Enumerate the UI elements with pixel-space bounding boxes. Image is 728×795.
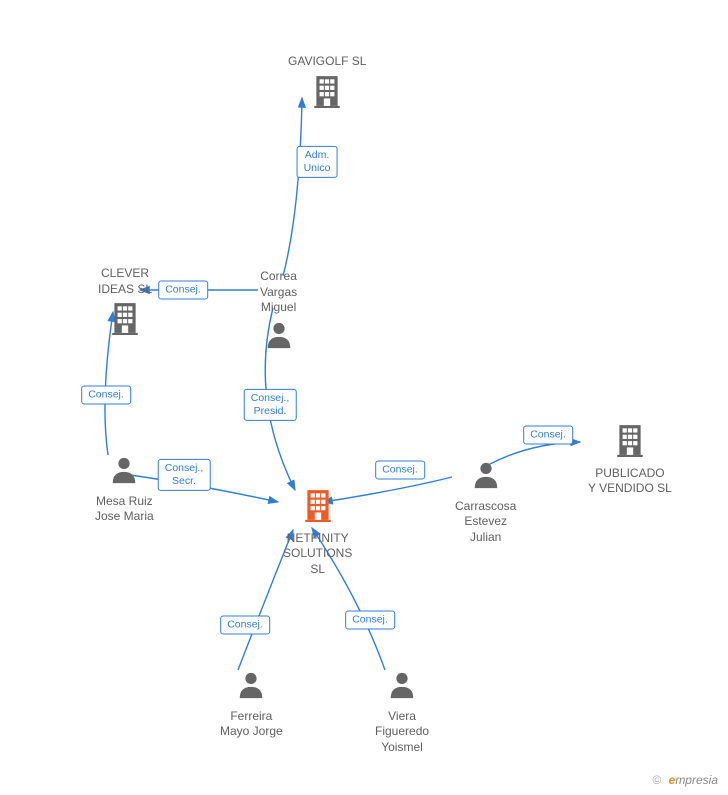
person-icon bbox=[471, 460, 501, 490]
person-icon bbox=[109, 455, 139, 485]
edge-label-ferreira-to-netfinity: Consej. bbox=[220, 615, 270, 634]
diagram-stage: GAVIGOLF SL CLEVER IDEAS SL bbox=[0, 0, 728, 795]
edge-label-correa-to-clever: Consej. bbox=[158, 280, 208, 299]
node-ferreira[interactable]: Ferreira Mayo Jorge bbox=[220, 670, 283, 740]
node-label: Carrascosa Estevez Julian bbox=[455, 499, 516, 546]
person-icon bbox=[387, 670, 417, 700]
edge-label-carrascosa-to-publicado: Consej. bbox=[523, 425, 573, 444]
edge-label-viera-to-netfinity: Consej. bbox=[345, 610, 395, 629]
copyright-symbol: © bbox=[652, 773, 661, 787]
building-icon bbox=[310, 74, 344, 108]
node-label: Ferreira Mayo Jorge bbox=[220, 709, 283, 740]
node-label: Mesa Ruiz Jose Maria bbox=[95, 494, 154, 525]
node-label: NETFINITY SOLUTIONS SL bbox=[283, 531, 352, 578]
edge-correa-to-gavigolf bbox=[283, 98, 302, 276]
node-label: CLEVER IDEAS SL bbox=[98, 266, 152, 297]
node-mesa[interactable]: Mesa Ruiz Jose Maria bbox=[95, 455, 154, 525]
building-icon bbox=[613, 423, 647, 457]
node-publicado[interactable]: PUBLICADO Y VENDIDO SL bbox=[588, 423, 672, 497]
node-clever[interactable]: CLEVER IDEAS SL bbox=[98, 266, 152, 340]
building-icon bbox=[301, 488, 335, 522]
edge-label-correa-to-netfinity: Consej., Presid. bbox=[244, 389, 297, 421]
node-label: Viera Figueredo Yoismel bbox=[375, 709, 429, 756]
node-label: PUBLICADO Y VENDIDO SL bbox=[588, 466, 672, 497]
node-label: Correa Vargas Miguel bbox=[260, 269, 297, 316]
edge-label-mesa-to-netfinity: Consej., Secr. bbox=[158, 459, 211, 491]
brand-name: empresia bbox=[669, 773, 718, 787]
node-correa[interactable]: Correa Vargas Miguel bbox=[260, 269, 297, 354]
edge-label-mesa-to-clever: Consej. bbox=[81, 385, 131, 404]
watermark: © empresia bbox=[652, 773, 718, 787]
node-label: GAVIGOLF SL bbox=[288, 54, 366, 70]
node-gavigolf[interactable]: GAVIGOLF SL bbox=[288, 54, 366, 112]
node-viera[interactable]: Viera Figueredo Yoismel bbox=[375, 670, 429, 755]
building-icon bbox=[108, 301, 142, 335]
person-icon bbox=[264, 320, 294, 350]
node-netfinity[interactable]: NETFINITY SOLUTIONS SL bbox=[283, 488, 352, 577]
edge-label-correa-to-gavigolf: Adm. Unico bbox=[297, 146, 338, 178]
node-carrascosa[interactable]: Carrascosa Estevez Julian bbox=[455, 460, 516, 545]
person-icon bbox=[236, 670, 266, 700]
edge-label-carrascosa-to-netfinity: Consej. bbox=[375, 460, 425, 479]
